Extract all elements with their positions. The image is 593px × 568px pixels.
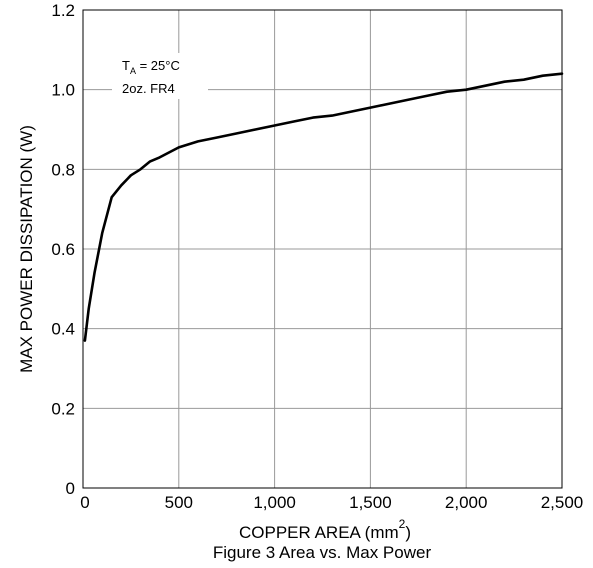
x-tick-label: 1,000 (253, 493, 296, 512)
x-tick-labels: 0 500 1,000 1,500 2,000 2,500 (80, 493, 583, 512)
y-tick-label: 1.2 (51, 1, 75, 20)
x-tick-label: 1,500 (349, 493, 392, 512)
series-line-power (83, 72, 564, 342)
x-tick-label: 2,500 (541, 493, 584, 512)
y-axis-label: MAX POWER DISSIPATION (W) (17, 125, 36, 373)
figure-caption: Figure 3 Area vs. Max Power (213, 543, 432, 562)
annotation-background (112, 53, 208, 99)
y-tick-label: 1.0 (51, 81, 75, 100)
annotation-ta: T (122, 58, 130, 73)
x-axis-label-sup: 2 (399, 517, 406, 531)
x-axis-label-close: ) (405, 523, 411, 542)
y-tick-label: 0.6 (51, 240, 75, 259)
y-tick-label: 0 (66, 479, 75, 498)
y-tick-label: 0.2 (51, 399, 75, 418)
x-axis-label-main: COPPER AREA (mm (239, 523, 399, 542)
annotation-line2: 2oz. FR4 (122, 81, 175, 96)
annotation-temp: = 25°C (136, 58, 180, 73)
x-tick-label: 0 (80, 493, 89, 512)
x-tick-label: 2,000 (445, 493, 488, 512)
y-tick-label: 0.8 (51, 160, 75, 179)
annotation-line1: TA = 25°C (122, 58, 180, 76)
y-tick-label: 0.4 (51, 320, 75, 339)
plot-frame (82, 9, 563, 489)
x-tick-label: 500 (165, 493, 193, 512)
x-axis-label: COPPER AREA (mm2) (239, 517, 411, 542)
annotation: TA = 25°C 2oz. FR4 (112, 53, 208, 99)
y-tick-labels: 0 0.2 0.4 0.6 0.8 1.0 1.2 (51, 1, 75, 498)
annotation-ta-sub: A (130, 66, 136, 76)
